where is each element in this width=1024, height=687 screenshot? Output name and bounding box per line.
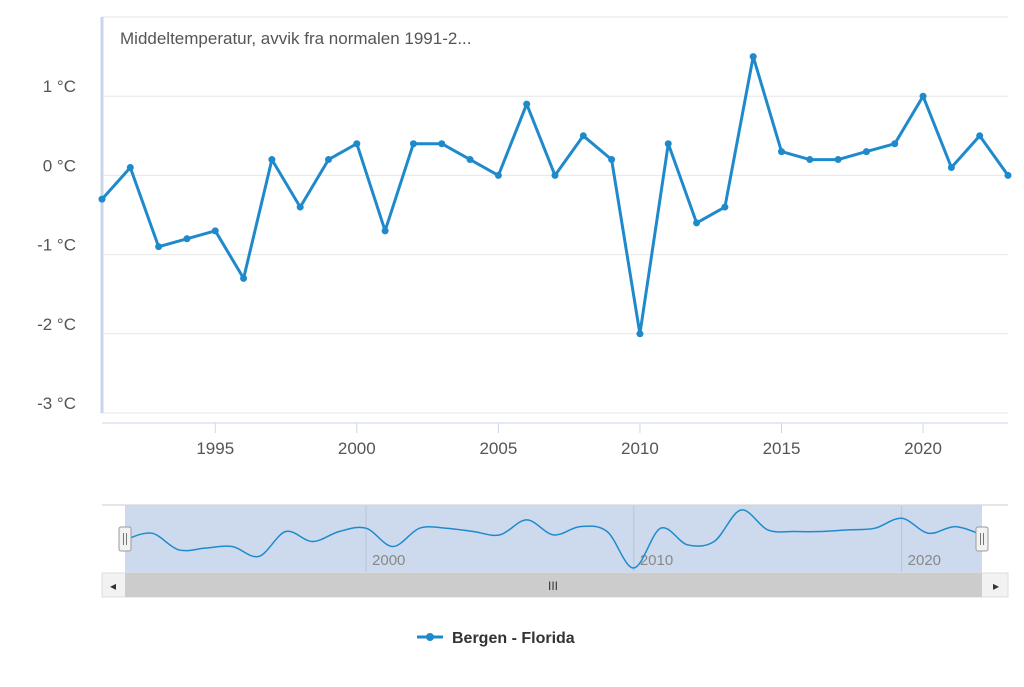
data-point[interactable] (466, 156, 474, 164)
chart-title: Middeltemperatur, avvik fra normalen 199… (120, 29, 472, 48)
y-tick-label: -2 °C (37, 315, 76, 334)
series-bergen-florida[interactable] (98, 53, 1012, 338)
data-point[interactable] (438, 140, 446, 148)
data-point[interactable] (579, 132, 587, 140)
data-point[interactable] (636, 330, 644, 338)
data-point[interactable] (494, 171, 502, 179)
data-point[interactable] (381, 227, 389, 235)
navigator-tick-label: 2020 (908, 552, 941, 569)
legend-marker-symbol (426, 633, 434, 641)
navigator-tick-label: 2010 (640, 552, 673, 569)
x-tick-label: 2005 (479, 439, 517, 458)
x-tick-label: 1995 (196, 439, 234, 458)
x-tick-label: 2015 (763, 439, 801, 458)
data-point[interactable] (551, 171, 559, 179)
data-point[interactable] (693, 219, 701, 227)
data-point[interactable] (98, 195, 106, 203)
x-axis-labels: 1995 2000 2005 2010 2015 2020 (196, 439, 942, 458)
data-point[interactable] (664, 140, 672, 148)
data-point[interactable] (721, 203, 729, 211)
data-point[interactable] (126, 163, 134, 171)
data-point[interactable] (296, 203, 304, 211)
navigator-series-line (124, 509, 983, 569)
y-tick-label: 0 °C (43, 156, 76, 175)
data-point[interactable] (862, 148, 870, 156)
data-point[interactable] (778, 148, 785, 156)
navigator-grid (365, 506, 903, 572)
grid-lines (102, 16, 1008, 414)
navigator-selected-range[interactable] (125, 505, 982, 573)
data-point[interactable] (409, 140, 417, 148)
data-point[interactable] (919, 92, 927, 100)
data-point[interactable] (353, 140, 361, 148)
x-axis-ticks (214, 423, 924, 433)
data-point[interactable] (523, 100, 531, 108)
navigator[interactable]: 2000 2010 2020 (102, 504, 1008, 573)
data-point[interactable] (183, 235, 191, 243)
navigator-tick-label: 2000 (372, 552, 405, 569)
scrollbar[interactable]: III ◂ ▸ (101, 572, 1009, 598)
data-point[interactable] (749, 53, 757, 61)
data-point[interactable] (947, 163, 955, 171)
data-point[interactable] (240, 274, 248, 282)
navigator-handle-left[interactable] (118, 526, 132, 552)
x-tick-label: 2010 (621, 439, 659, 458)
scrollbar-right-arrow-icon[interactable]: ▸ (993, 579, 999, 593)
scrollbar-left-arrow-icon[interactable]: ◂ (110, 579, 116, 593)
data-point[interactable] (976, 132, 984, 140)
data-point[interactable] (325, 156, 332, 164)
x-tick-label: 2000 (338, 439, 376, 458)
navigator-labels: 2000 2010 2020 (372, 552, 941, 569)
y-tick-label: -1 °C (37, 236, 76, 255)
series-line[interactable] (100, 55, 1010, 336)
y-axis-labels: 1 °C 0 °C -1 °C -2 °C -3 °C (37, 77, 76, 413)
data-point[interactable] (891, 140, 899, 148)
data-point[interactable] (1004, 171, 1012, 179)
navigator-handle-right[interactable] (975, 526, 989, 552)
data-point[interactable] (608, 156, 616, 164)
data-point[interactable] (155, 243, 163, 251)
scrollbar-thumb[interactable] (125, 573, 982, 597)
legend-item-bergen-florida[interactable]: Bergen - Florida (452, 630, 575, 647)
data-point[interactable] (211, 227, 219, 235)
y-tick-label: 1 °C (43, 77, 76, 96)
data-point[interactable] (834, 156, 842, 164)
legend[interactable]: Bergen - Florida (417, 630, 575, 647)
y-tick-label: -3 °C (37, 394, 76, 413)
data-point[interactable] (268, 156, 276, 164)
x-tick-label: 2020 (904, 439, 942, 458)
scrollbar-grip: III (548, 579, 558, 593)
data-point[interactable] (806, 156, 814, 164)
